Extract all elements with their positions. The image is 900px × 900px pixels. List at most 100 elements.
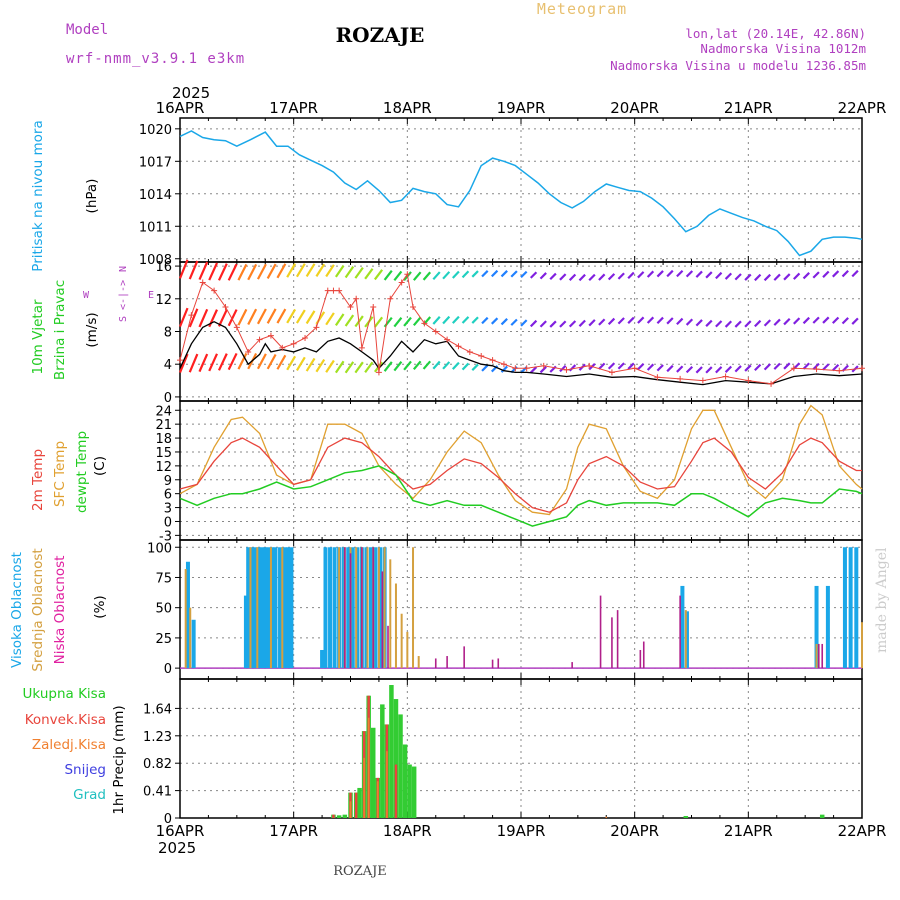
wind-arrow	[754, 319, 762, 328]
precip-bar-1	[354, 792, 358, 818]
wind-arrow	[188, 308, 199, 328]
gust-marker	[478, 353, 485, 360]
wind-arrow	[676, 317, 684, 326]
cloud-bar-srednja	[338, 547, 341, 669]
wind-arrow	[198, 308, 209, 328]
wind-arrow	[812, 271, 820, 279]
gust-marker	[540, 362, 547, 369]
wind-arrow	[344, 361, 355, 374]
gust-marker	[631, 365, 638, 372]
gust-marker	[233, 324, 240, 331]
y-tick-label: 1008	[139, 253, 172, 268]
cloud-bar-visoka	[266, 547, 271, 669]
wind-arrow	[539, 366, 547, 374]
gust-marker	[330, 287, 337, 294]
wind-arrow	[247, 263, 258, 281]
x-day-label-bottom: 19APR	[497, 822, 546, 840]
x-day-label-bottom: 17APR	[269, 822, 318, 840]
cloud-bar-niska	[344, 547, 346, 669]
wind-arrow	[598, 362, 606, 370]
wind-arrow	[695, 366, 703, 374]
y-tick-label: 0	[164, 812, 172, 827]
cloud-bar-visoka	[332, 547, 337, 669]
panel-precip: 1.64 1.23 0.82 0.41 0	[143, 678, 863, 827]
wind-arrow	[393, 361, 403, 372]
gust-marker	[404, 271, 411, 278]
x-day-label-top: 21APR	[724, 99, 773, 117]
wind-arrow	[237, 263, 248, 281]
gust-marker	[188, 312, 195, 319]
wind-arrow	[705, 271, 713, 279]
y-tick-label: 8	[164, 326, 172, 341]
footer-station: ROZAJE	[333, 864, 387, 879]
wind-arrow	[607, 317, 616, 325]
cloud-bar-visoka	[825, 585, 830, 669]
cloud-bar-niska	[446, 656, 448, 669]
wind-arrow	[481, 316, 489, 325]
gust-marker	[177, 357, 183, 364]
compass-n: N	[118, 266, 129, 272]
wind-arrow	[539, 272, 547, 280]
y-tick-label: 6	[164, 488, 172, 503]
wind-arrow	[568, 273, 577, 281]
wind-arrow	[266, 308, 277, 324]
cloud-bar-srednja	[256, 547, 259, 669]
y-tick-label: 0	[164, 662, 172, 677]
cloud-bar-srednja	[383, 547, 386, 669]
precip-bar-2	[367, 717, 370, 818]
wind-arrow	[276, 263, 287, 279]
dewpt-line	[179, 465, 863, 527]
y-tick-label: 4	[164, 358, 172, 373]
wind-arrow	[831, 270, 840, 278]
wind-arrow	[637, 316, 645, 324]
wind-arrow	[217, 309, 228, 327]
x-day-label-bottom: 20APR	[610, 822, 659, 840]
cloud-bar-visoka	[814, 585, 819, 669]
precip-bar-2	[377, 781, 379, 818]
cloud-bar-niska	[434, 658, 437, 669]
model-label: Model	[66, 22, 108, 38]
gust-marker	[324, 287, 331, 294]
credit-watermark: made by Angel	[874, 547, 890, 653]
wind-arrow	[802, 316, 810, 325]
wind-arrow	[724, 320, 733, 328]
wind-title2: Brzina i Pravac	[52, 280, 68, 380]
precip-bar-0	[407, 764, 412, 818]
gust-marker	[302, 335, 309, 342]
wind-arrow	[334, 264, 345, 278]
wind-arrow	[412, 360, 422, 371]
cloud-bar-visoka	[320, 649, 325, 669]
y-tick-label: 0	[164, 515, 172, 530]
wind-arrow	[822, 363, 830, 371]
cloud-bar-visoka	[278, 547, 283, 669]
x-day-label-bottom: 22APR	[838, 822, 887, 840]
temp-title: 2m Temp	[30, 449, 46, 511]
wind-arrow	[637, 271, 645, 279]
wind-arrow	[705, 319, 713, 327]
wind-arrow	[461, 270, 470, 279]
wind-arrow	[841, 269, 849, 278]
x-day-label-top: 17APR	[269, 99, 318, 117]
cloud-bar-srednja	[249, 547, 252, 669]
pressure-line	[179, 130, 863, 257]
wind-arrow	[598, 273, 606, 281]
gust-marker	[358, 344, 365, 351]
wind-arrow	[354, 267, 364, 279]
y-tick-label: 21	[155, 418, 172, 433]
precip-title: Ukupna Kisa	[23, 686, 106, 702]
wind-arrow	[685, 365, 694, 374]
temp-2m-line	[179, 437, 862, 513]
gust-marker	[353, 295, 360, 302]
wind-arrow	[598, 318, 606, 326]
wind-arrow	[734, 365, 742, 373]
wind-arrow	[188, 353, 199, 373]
precip-bar-1	[332, 814, 335, 818]
gust-marker	[489, 357, 496, 364]
cloud-bar-visoka	[854, 547, 859, 669]
precip-bar-0	[380, 704, 385, 818]
y-tick-label: 24	[155, 404, 172, 419]
gust-marker	[444, 336, 451, 343]
wind-arrow	[783, 317, 791, 326]
y-tick-label: 50	[155, 602, 172, 617]
wind-arrow	[364, 268, 374, 280]
